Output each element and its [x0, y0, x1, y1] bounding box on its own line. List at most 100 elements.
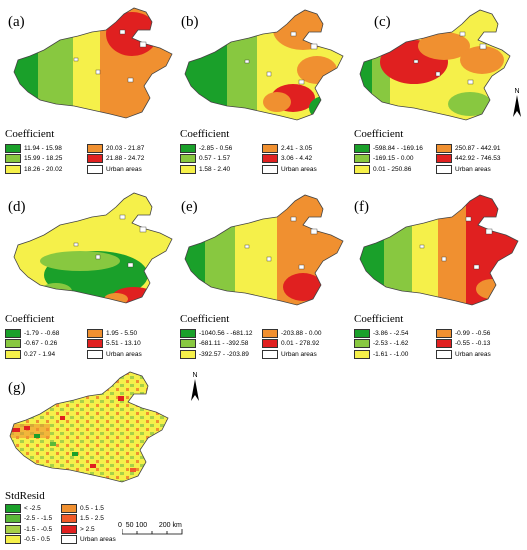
legend-label: -0.5 - 0.5	[24, 536, 51, 543]
legend-label: -0.99 - -0.56	[455, 329, 491, 337]
legend-item: < -2.5	[5, 503, 41, 513]
legend-label: -2.85 - 0.56	[199, 144, 233, 152]
legend-swatch	[5, 164, 21, 174]
choropleth-map-d	[13, 192, 173, 304]
choropleth-map-f	[359, 194, 519, 306]
legend: -598.84 - -169.16 250.87 - 442.91 -169.15 …	[354, 143, 524, 175]
legend-swatch	[180, 154, 196, 163]
legend-item: 3.06 - 4.42	[262, 154, 312, 164]
legend-swatch	[436, 339, 452, 348]
legend-label: 442.92 - 746.53	[455, 155, 501, 162]
legend-swatch	[262, 143, 278, 153]
panel-g: (g) N StdResid < -2.5 0.5	[0, 368, 210, 550]
legend-swatch	[354, 164, 370, 174]
legend-label: 5.51 - 13.10	[106, 340, 141, 347]
legend-title: Coefficient	[354, 313, 404, 325]
legend-label: -0.67 - 0.26	[24, 340, 58, 347]
legend-label: 2.41 - 3.05	[281, 144, 313, 152]
legend-label: 15.99 - 18.25	[24, 155, 63, 162]
legend-label: -0.55 - -0.13	[455, 340, 491, 347]
legend-label: -3.86 - -2.54	[373, 329, 409, 337]
legend-item: > 2.5	[61, 524, 95, 534]
legend-item: 2.41 - 3.05	[262, 143, 312, 153]
legend-item: -598.84 - -169.16	[354, 143, 423, 153]
legend-label: -1.61 - -1.00	[373, 350, 409, 358]
choropleth-map-g	[9, 371, 169, 483]
legend-label: 3.06 - 4.42	[281, 155, 313, 162]
legend-swatch	[87, 154, 103, 163]
legend-label: < -2.5	[24, 504, 41, 512]
legend-label: 0.27 - 1.94	[24, 350, 56, 358]
legend-swatch	[87, 339, 103, 348]
choropleth-map-c	[359, 9, 511, 121]
legend-label: -598.84 - -169.16	[373, 144, 423, 152]
panel-label: (d)	[8, 199, 26, 215]
legend-label: 0.57 - 1.57	[199, 155, 231, 162]
legend-label: Urban areas	[281, 165, 317, 173]
legend-item: -3.86 - -2.54	[354, 328, 408, 338]
legend-swatch	[87, 164, 103, 174]
legend-swatch	[262, 339, 278, 348]
legend-item: Urban areas	[61, 535, 116, 545]
legend-swatch	[5, 524, 21, 534]
legend: -1040.56 - -681.12 -203.88 - 0.00 -681.11 …	[180, 328, 350, 360]
legend-swatch	[61, 524, 77, 534]
legend-title: Coefficient	[5, 313, 55, 325]
legend-item: 0.01 - 250.86	[354, 164, 411, 174]
legend-item: 0.27 - 1.94	[5, 349, 55, 359]
legend-item: 0.57 - 1.57	[180, 154, 230, 164]
legend-label: 250.87 - 442.91	[455, 144, 501, 152]
legend-label: Urban areas	[106, 350, 142, 358]
scale-bar-label: 0 50 100 200 km	[118, 522, 182, 529]
legend-item: Urban areas	[262, 164, 317, 174]
legend-item: -169.15 - 0.00	[354, 154, 413, 164]
choropleth-map-a	[13, 7, 173, 119]
legend-label: -169.15 - 0.00	[373, 155, 414, 162]
legend-item: -1.61 - -1.00	[354, 349, 408, 359]
legend-item: Urban areas	[436, 349, 491, 359]
legend-label: 1.58 - 2.40	[199, 165, 231, 173]
legend-item: 0.5 - 1.5	[61, 503, 104, 513]
legend: < -2.5 0.5 - 1.5 -2.5 - -1.5 1.5 - 2.5 -1.5 …	[5, 503, 125, 547]
legend-item: -1.79 - -0.68	[5, 328, 59, 338]
legend-item: Urban areas	[87, 349, 142, 359]
legend-item: 5.51 - 13.10	[87, 339, 141, 349]
legend-item: 442.92 - 746.53	[436, 154, 501, 164]
legend-title: Coefficient	[5, 128, 55, 140]
legend-label: -1.79 - -0.68	[24, 329, 60, 337]
legend-swatch	[5, 339, 21, 348]
legend-label: -681.11 - -392.58	[199, 340, 249, 347]
legend-item: 1.58 - 2.40	[180, 164, 230, 174]
panel-d: (d) Coefficient -1.79 - -0.68 1.95 - 5.50…	[0, 185, 175, 365]
legend-swatch	[436, 164, 452, 174]
legend-item: 20.03 - 21.87	[87, 143, 144, 153]
legend-swatch	[61, 535, 77, 544]
choropleth-map-b	[184, 9, 344, 121]
legend-item: 250.87 - 442.91	[436, 143, 501, 153]
legend-item: 18.26 - 20.02	[5, 164, 62, 174]
legend-title: Coefficient	[180, 128, 230, 140]
north-label: N	[192, 372, 198, 379]
panel-label: (c)	[374, 14, 391, 30]
legend-swatch	[436, 154, 452, 163]
legend-label: 0.5 - 1.5	[80, 504, 104, 512]
legend-label: 18.26 - 20.02	[24, 165, 63, 173]
legend-item: Urban areas	[262, 349, 317, 359]
legend-label: 1.5 - 2.5	[80, 515, 104, 522]
legend-swatch	[436, 349, 452, 359]
legend-swatch	[5, 514, 21, 523]
legend-label: -2.5 - -1.5	[24, 515, 53, 522]
legend-label: Urban areas	[281, 350, 317, 358]
panel-label: (a)	[8, 14, 25, 30]
legend-swatch	[354, 143, 370, 153]
panel-c: (c) N Coefficient -598.84 - -169.16 250.8…	[352, 0, 527, 180]
legend-swatch	[354, 328, 370, 338]
legend-item: 15.99 - 18.25	[5, 154, 62, 164]
legend-item: -2.53 - -1.62	[354, 339, 408, 349]
legend-label: 21.88 - 24.72	[106, 155, 145, 162]
legend-item: 11.94 - 15.98	[5, 143, 62, 153]
legend-label: -1.5 - -0.5	[24, 525, 53, 533]
legend-swatch	[354, 349, 370, 359]
legend-swatch	[180, 164, 196, 174]
legend-item: -1.5 - -0.5	[5, 524, 52, 534]
